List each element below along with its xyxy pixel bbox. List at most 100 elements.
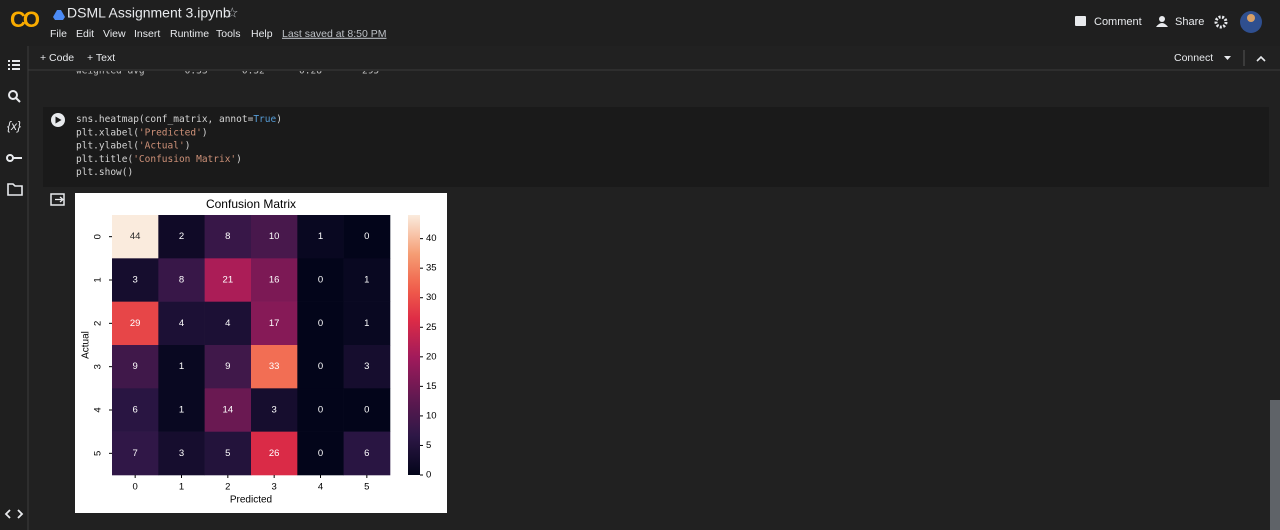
cell-annotation: 26 bbox=[269, 448, 280, 459]
cell-annotation: 29 bbox=[130, 318, 141, 329]
comment-icon[interactable] bbox=[1075, 16, 1086, 26]
notebook-title[interactable]: DSML Assignment 3.ipynb bbox=[67, 5, 231, 21]
heatmap-cell bbox=[158, 431, 205, 476]
code-line: plt.ylabel('Actual') bbox=[76, 140, 190, 151]
heatmap-cell bbox=[112, 345, 159, 389]
menu-item[interactable]: Insert bbox=[134, 28, 160, 40]
cell-annotation: 6 bbox=[364, 448, 369, 459]
connect-dropdown[interactable] bbox=[1224, 56, 1231, 60]
heatmap-cell bbox=[343, 215, 391, 259]
heatmap-cell bbox=[204, 301, 252, 346]
top-bar bbox=[0, 0, 1280, 46]
heatmap-cell bbox=[204, 388, 252, 432]
colorbar-tick-label: 25 bbox=[426, 322, 437, 333]
cell-annotation: 3 bbox=[133, 275, 138, 286]
menu-item[interactable]: Tools bbox=[216, 28, 241, 40]
cell-annotation: 17 bbox=[269, 318, 280, 329]
search-icon[interactable] bbox=[8, 90, 18, 100]
comment-button[interactable]: Comment bbox=[1094, 16, 1142, 28]
menu-item[interactable]: File bbox=[50, 28, 67, 40]
drive-icon bbox=[53, 10, 65, 20]
menu-item[interactable]: Help bbox=[251, 28, 273, 40]
cell-annotation: 0 bbox=[364, 405, 369, 416]
share-button[interactable]: Share bbox=[1175, 16, 1204, 28]
code-snippets-icon[interactable] bbox=[4, 509, 24, 519]
share-icon[interactable] bbox=[1159, 16, 1165, 22]
cell-annotation: 10 bbox=[269, 231, 280, 242]
settings-icon[interactable] bbox=[1214, 15, 1228, 29]
cell-annotation: 0 bbox=[318, 361, 323, 372]
heatmap-cell bbox=[343, 431, 391, 476]
cell-annotation: 6 bbox=[133, 405, 138, 416]
connect-button[interactable]: Connect bbox=[1174, 52, 1213, 64]
menu-item[interactable]: View bbox=[103, 28, 126, 40]
heatmap-cell bbox=[297, 301, 344, 346]
run-icon bbox=[55, 116, 62, 124]
cell-annotation: 2 bbox=[179, 231, 184, 242]
heatmap-cell bbox=[158, 215, 205, 259]
heatmap-cell bbox=[112, 301, 159, 346]
variables-icon[interactable]: {x} bbox=[7, 119, 21, 133]
previous-output: weighted avg 0.33 0.32 0.28 295 bbox=[76, 66, 379, 77]
heatmap-cell bbox=[251, 345, 298, 389]
y-tick-label: 2 bbox=[93, 321, 104, 326]
heatmap-cell bbox=[343, 301, 391, 346]
menu-item[interactable]: Edit bbox=[76, 28, 94, 40]
cell-annotation: 8 bbox=[225, 231, 230, 242]
heatmap-cell bbox=[251, 215, 298, 259]
heatmap-cell bbox=[112, 215, 159, 259]
share-icon-body bbox=[1156, 23, 1168, 27]
cell-annotation: 3 bbox=[272, 405, 277, 416]
cell-annotation: 3 bbox=[179, 448, 184, 459]
star-icon[interactable]: ☆ bbox=[226, 5, 239, 21]
cell-annotation: 0 bbox=[318, 318, 323, 329]
x-tick-label: 5 bbox=[364, 482, 369, 493]
add-text-button[interactable]: + Text bbox=[87, 52, 115, 64]
code-line: plt.title('Confusion Matrix') bbox=[76, 153, 242, 164]
y-tick-label: 3 bbox=[93, 364, 104, 369]
heatmap-cell bbox=[251, 301, 298, 346]
x-tick-label: 2 bbox=[225, 482, 230, 493]
heatmap-cell bbox=[112, 258, 159, 302]
colorbar bbox=[408, 215, 420, 475]
cell-annotation: 7 bbox=[133, 448, 138, 459]
heatmap-cell bbox=[204, 345, 252, 389]
code-line: plt.show() bbox=[76, 167, 133, 178]
heatmap-cell bbox=[158, 301, 205, 346]
heatmap-cell bbox=[112, 431, 159, 476]
cell-annotation: 1 bbox=[179, 361, 184, 372]
logo[interactable]: CO bbox=[10, 7, 43, 32]
last-saved[interactable]: Last saved at 8:50 PM bbox=[282, 28, 386, 40]
menu-item[interactable]: Runtime bbox=[170, 28, 209, 40]
heatmap-cell bbox=[204, 431, 252, 476]
toc-icon[interactable] bbox=[8, 60, 20, 70]
cell-annotation: 9 bbox=[225, 361, 230, 372]
colorbar-tick-label: 10 bbox=[426, 410, 437, 421]
x-tick-label: 0 bbox=[133, 482, 138, 493]
scrollbar-thumb[interactable] bbox=[1270, 400, 1280, 530]
heatmap-cell bbox=[297, 215, 344, 259]
sidebar bbox=[0, 46, 28, 530]
chart-title: Confusion Matrix bbox=[206, 197, 296, 211]
y-tick-label: 4 bbox=[93, 407, 104, 412]
cell-annotation: 5 bbox=[225, 448, 230, 459]
cell-annotation: 1 bbox=[179, 405, 184, 416]
heatmap-cell bbox=[343, 258, 391, 302]
cell-annotation: 14 bbox=[223, 405, 234, 416]
heatmap-cell bbox=[158, 258, 205, 302]
cell-annotation: 9 bbox=[133, 361, 138, 372]
heatmap-cell bbox=[297, 431, 344, 476]
x-tick-label: 4 bbox=[318, 482, 323, 493]
colorbar-tick-label: 5 bbox=[426, 440, 431, 451]
x-axis-label: Predicted bbox=[230, 495, 272, 506]
cell-annotation: 0 bbox=[318, 448, 323, 459]
cell-annotation: 0 bbox=[318, 275, 323, 286]
heatmap-cell bbox=[158, 388, 205, 432]
heatmap-cell bbox=[297, 258, 344, 302]
heatmap-cell bbox=[204, 215, 252, 259]
files-icon[interactable] bbox=[7, 183, 23, 196]
collapse-button[interactable] bbox=[1256, 55, 1266, 62]
add-code-button[interactable]: + Code bbox=[40, 52, 74, 64]
heatmap-cell bbox=[297, 345, 344, 389]
